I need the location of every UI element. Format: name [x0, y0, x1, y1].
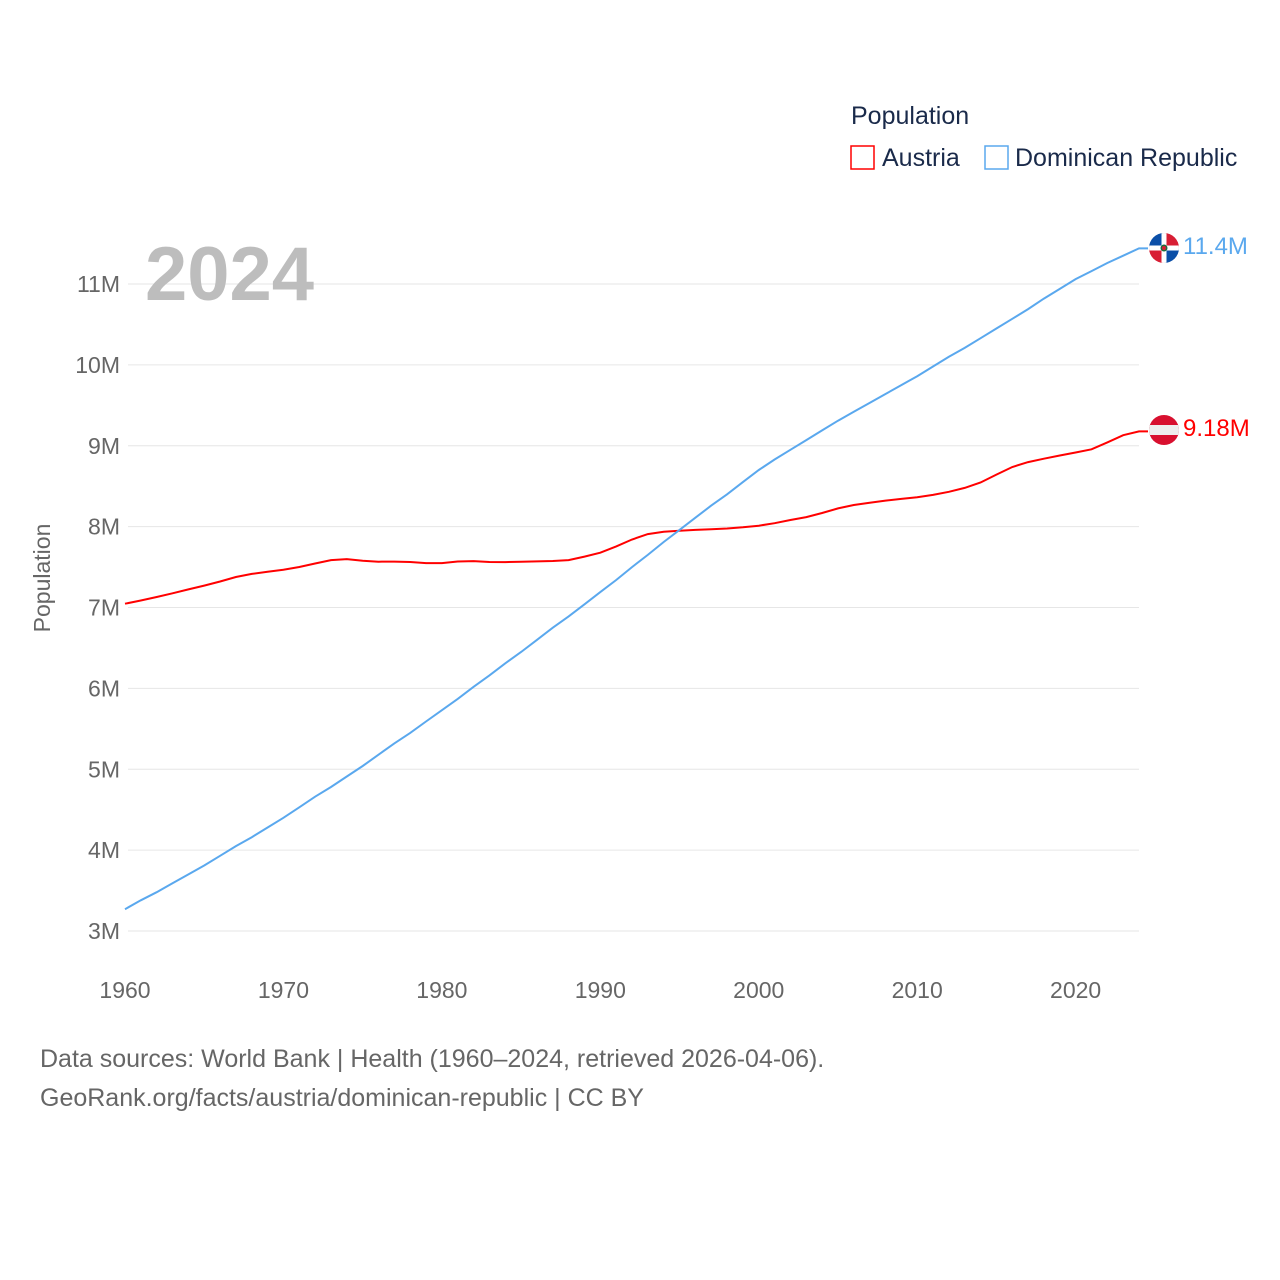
- legend-title: Population: [851, 102, 969, 130]
- legend-item-dominican-republic[interactable]: Dominican Republic: [984, 144, 1237, 172]
- x-tick-label: 1970: [258, 977, 309, 1003]
- austria-end-label: 9.18M: [1183, 415, 1250, 442]
- y-tick-label: 8M: [88, 514, 120, 540]
- x-tick-label: 1960: [99, 977, 150, 1003]
- x-tick-label: 2020: [1050, 977, 1101, 1003]
- x-tick-label: 2010: [892, 977, 943, 1003]
- x-tick-label: 1980: [416, 977, 467, 1003]
- x-tick-label: 1990: [575, 977, 626, 1003]
- dominican-republic-end-label: 11.4M: [1183, 233, 1248, 260]
- source-link[interactable]: GeoRank.org/facts/austria/dominican-repu…: [40, 1084, 644, 1112]
- series-line-dominican-republic: [124, 247, 1148, 911]
- y-tick-label: 7M: [88, 595, 120, 621]
- y-tick-label: 3M: [88, 918, 120, 944]
- legend-label: Austria: [882, 144, 960, 172]
- year-label: 2024: [145, 232, 314, 317]
- legend-label: Dominican Republic: [1015, 144, 1237, 172]
- dominican-republic-flag-icon: [1149, 233, 1179, 263]
- legend-swatch: [850, 145, 875, 170]
- data-sources: Data sources: World Bank | Health (1960–…: [40, 1045, 825, 1073]
- series-line-austria: [124, 430, 1148, 605]
- y-tick-label: 9M: [88, 433, 120, 459]
- legend-swatch: [984, 145, 1009, 170]
- y-tick-label: 11M: [77, 271, 120, 297]
- austria-flag-icon: [1149, 415, 1179, 445]
- y-axis-label: Population: [29, 524, 55, 633]
- y-tick-label: 6M: [88, 675, 120, 701]
- y-tick-label: 4M: [88, 837, 120, 863]
- y-tick-label: 5M: [88, 756, 120, 782]
- y-tick-label: 10M: [75, 352, 120, 378]
- x-tick-label: 2000: [733, 977, 784, 1003]
- legend-item-austria[interactable]: Austria: [850, 144, 960, 172]
